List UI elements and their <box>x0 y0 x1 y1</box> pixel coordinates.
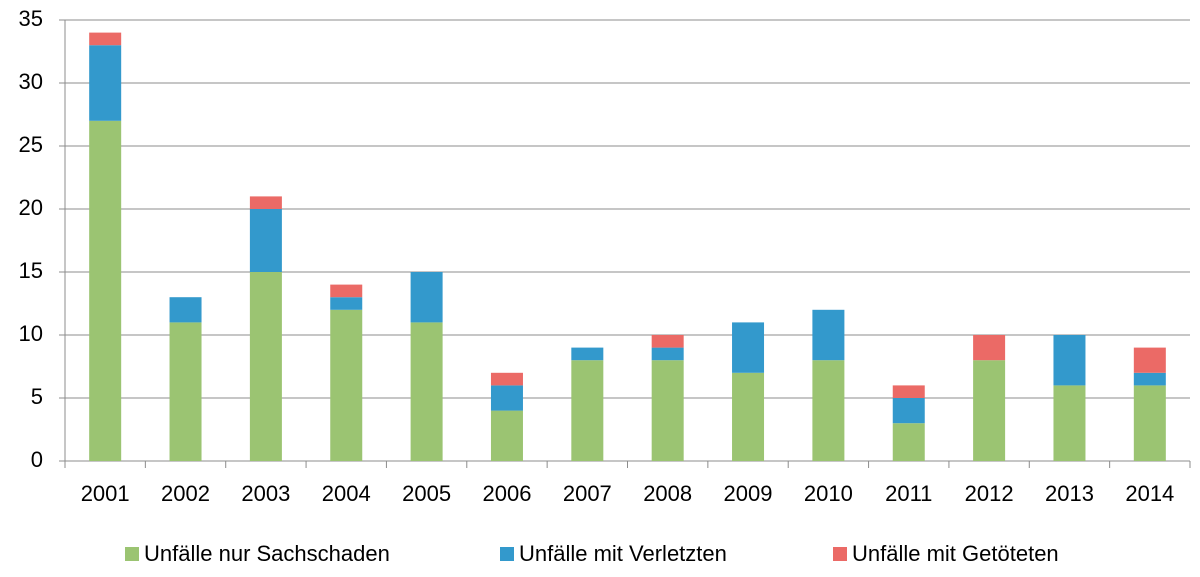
y-tick-label: 35 <box>19 6 43 31</box>
bar-segment <box>330 309 363 461</box>
bar-segment <box>651 347 684 361</box>
bar-segment <box>89 45 122 121</box>
bar-segment <box>330 297 363 310</box>
bar-segment <box>892 385 925 398</box>
bar-segment <box>249 209 282 272</box>
y-tick-label: 5 <box>31 384 43 409</box>
bar-segment <box>571 360 604 461</box>
bar-segment <box>249 196 282 209</box>
bar-segment <box>1053 335 1086 386</box>
x-tick-label: 2009 <box>724 481 773 506</box>
bar-segment <box>892 398 925 424</box>
bar-segment <box>571 347 604 361</box>
bar-segment <box>490 410 523 461</box>
bar-segment <box>330 284 363 298</box>
x-tick-label: 2001 <box>81 481 130 506</box>
x-tick-label: 2007 <box>563 481 612 506</box>
bar-segment <box>169 297 202 323</box>
y-tick-label: 30 <box>19 69 43 94</box>
x-tick-label: 2005 <box>402 481 451 506</box>
y-tick-label: 0 <box>31 447 43 472</box>
legend-swatch <box>833 547 847 561</box>
bar-segment <box>490 372 523 386</box>
y-tick-label: 15 <box>19 258 43 283</box>
x-tick-label: 2003 <box>241 481 290 506</box>
bar-segment <box>410 272 443 323</box>
x-tick-label: 2013 <box>1045 481 1094 506</box>
bar-segment <box>1133 372 1166 386</box>
bar-segment <box>973 335 1006 361</box>
y-tick-label: 20 <box>19 195 43 220</box>
bar-segment <box>973 360 1006 461</box>
legend-label: Unfälle nur Sachschaden <box>144 541 390 566</box>
x-tick-label: 2011 <box>885 481 932 506</box>
bar-segment <box>89 120 122 462</box>
bar-segment <box>812 309 845 361</box>
x-tick-label: 2012 <box>965 481 1014 506</box>
bar-segment <box>732 372 765 461</box>
x-tick-label: 2014 <box>1125 481 1174 506</box>
legend-swatch <box>125 547 139 561</box>
bar-segment <box>812 360 845 461</box>
bar-segment <box>1053 385 1086 461</box>
bar-segment <box>89 32 122 46</box>
bar-segment <box>892 423 925 461</box>
x-tick-label: 2002 <box>161 481 210 506</box>
y-tick-label: 25 <box>19 132 43 157</box>
bar-segment <box>169 322 202 461</box>
x-tick-label: 2004 <box>322 481 371 506</box>
x-tick-label: 2008 <box>643 481 692 506</box>
bar-segment <box>651 335 684 348</box>
x-tick-label: 2006 <box>482 481 531 506</box>
bar-segment <box>410 322 443 461</box>
bar-segment <box>732 322 765 373</box>
y-tick-label: 10 <box>19 321 43 346</box>
bar-segment <box>249 272 282 461</box>
bar-segment <box>1133 385 1166 461</box>
legend-label: Unfälle mit Getöteten <box>852 541 1059 566</box>
x-tick-label: 2010 <box>804 481 853 506</box>
legend-label: Unfälle mit Verletzten <box>519 541 727 566</box>
legend-swatch <box>500 547 514 561</box>
bar-segment <box>651 360 684 461</box>
bar-segment <box>490 385 523 411</box>
bar-segment <box>1133 347 1166 373</box>
